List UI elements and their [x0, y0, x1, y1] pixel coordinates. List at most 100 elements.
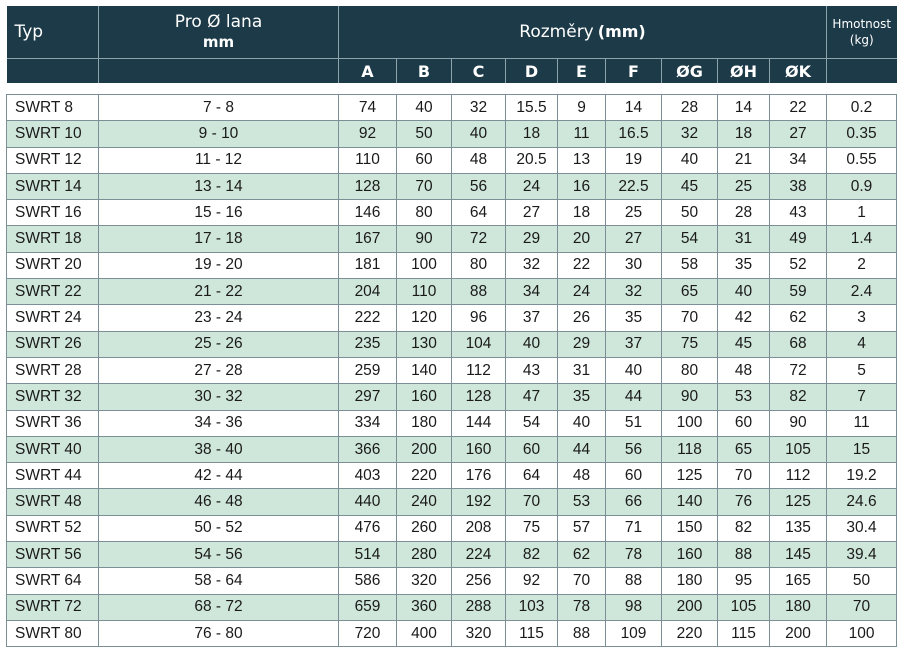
cell-dim-c: 208	[451, 514, 506, 543]
cell-dim-c: 80	[451, 251, 506, 280]
cell-dim-g: 58	[661, 251, 718, 280]
header-dimensions: Rozměry (mm)	[338, 6, 828, 59]
header-row-dims: A B C D E F ØG ØH ØK	[6, 58, 897, 83]
cell-dim-h: 105	[717, 593, 770, 621]
cell-weight: 0.35	[826, 120, 898, 148]
cell-rope-diameter: 21 - 22	[98, 278, 339, 306]
cell-dim-a: 74	[338, 93, 397, 122]
cell-dim-f: 14	[605, 93, 662, 122]
cell-dim-d: 115	[505, 619, 558, 648]
cell-dim-e: 88	[557, 619, 606, 648]
cell-dim-g: 40	[661, 146, 718, 174]
cell-dim-f: 88	[605, 567, 662, 595]
header-dim-b: B	[396, 58, 452, 83]
cell-dim-a: 110	[338, 146, 397, 174]
cell-dim-a: 259	[338, 356, 397, 385]
cell-dim-h: 28	[717, 199, 770, 227]
cell-type: SWRT 48	[6, 488, 99, 516]
cell-rope-diameter: 9 - 10	[98, 120, 339, 148]
table-row: SWRT 14 13 - 14 128 70 56 24 16 22.5 45 25 38 0.9	[6, 172, 898, 201]
cell-dim-k: 49	[768, 225, 828, 253]
cell-dim-d: 18	[505, 120, 558, 148]
header-blank-weight	[826, 58, 897, 83]
cell-dim-f: 56	[605, 435, 662, 464]
cell-dim-g: 100	[661, 409, 718, 437]
header-blank-pro	[98, 58, 339, 83]
cell-dim-c: 96	[451, 304, 506, 332]
cell-dim-b: 200	[396, 435, 452, 464]
cell-dim-f: 40	[605, 356, 662, 385]
cell-dim-k: 82	[768, 383, 828, 411]
cell-dim-f: 78	[605, 541, 662, 569]
cell-dim-k: 200	[768, 619, 828, 648]
cell-rope-diameter: 58 - 64	[98, 567, 339, 595]
cell-dim-d: 29	[505, 225, 558, 253]
cell-dim-h: 40	[717, 278, 770, 306]
cell-rope-diameter: 42 - 44	[98, 462, 339, 490]
cell-rope-diameter: 19 - 20	[98, 251, 339, 280]
cell-dim-b: 70	[396, 172, 452, 201]
cell-dim-h: 31	[717, 225, 770, 253]
cell-dim-a: 146	[338, 199, 397, 227]
cell-dim-b: 110	[396, 278, 452, 306]
cell-dim-c: 192	[451, 488, 506, 516]
cell-dim-f: 30	[605, 251, 662, 280]
cell-dim-f: 37	[605, 330, 662, 358]
cell-rope-diameter: 38 - 40	[98, 435, 339, 464]
cell-dim-b: 60	[396, 146, 452, 174]
cell-dim-b: 90	[396, 225, 452, 253]
cell-dim-g: 180	[661, 567, 718, 595]
cell-dim-h: 53	[717, 383, 770, 411]
cell-type: SWRT 64	[6, 567, 99, 595]
cell-dim-k: 52	[768, 251, 828, 280]
cell-weight: 2.4	[826, 278, 898, 306]
cell-type: SWRT 16	[6, 199, 99, 227]
cell-dim-g: 200	[661, 593, 718, 621]
cell-dim-e: 31	[557, 356, 606, 385]
cell-dim-f: 25	[605, 199, 662, 227]
cell-dim-k: 165	[768, 567, 828, 595]
cell-dim-c: 72	[451, 225, 506, 253]
cell-dim-a: 297	[338, 383, 397, 411]
cell-dim-a: 334	[338, 409, 397, 437]
cell-dim-b: 400	[396, 619, 452, 648]
cell-dim-b: 320	[396, 567, 452, 595]
cell-rope-diameter: 76 - 80	[98, 619, 339, 648]
cell-dim-k: 62	[768, 304, 828, 332]
cell-dim-f: 60	[605, 462, 662, 490]
cell-dim-h: 95	[717, 567, 770, 595]
cell-dim-a: 366	[338, 435, 397, 464]
table-row: SWRT 26 25 - 26 235 130 104 40 29 37 75 45 68 4	[6, 330, 898, 358]
cell-dim-d: 70	[505, 488, 558, 516]
cell-dim-a: 476	[338, 514, 397, 543]
table-row: SWRT 72 68 - 72 659 360 288 103 78 98 200 105 180 7…	[6, 593, 898, 621]
cell-dim-k: 90	[768, 409, 828, 437]
cell-weight: 30.4	[826, 514, 898, 543]
cell-weight: 50	[826, 567, 898, 595]
table-row: SWRT 12 11 - 12 110 60 48 20.5 13 19 40 21 34 0.55	[6, 146, 898, 174]
cell-dim-h: 35	[717, 251, 770, 280]
cell-dim-c: 112	[451, 356, 506, 385]
header-dim-c: C	[451, 58, 506, 83]
cell-dim-g: 80	[661, 356, 718, 385]
header-rope-diameter: Pro Ø lana mm	[98, 6, 339, 59]
header-dim-g: ØG	[661, 58, 718, 83]
cell-weight: 0.9	[826, 172, 898, 201]
cell-dim-k: 27	[768, 120, 828, 148]
cell-dim-d: 47	[505, 383, 558, 411]
cell-dim-e: 18	[557, 199, 606, 227]
cell-type: SWRT 72	[6, 593, 99, 621]
cell-dim-g: 118	[661, 435, 718, 464]
cell-dim-k: 145	[768, 541, 828, 569]
cell-type: SWRT 80	[6, 619, 99, 648]
table-row: SWRT 64 58 - 64 586 320 256 92 70 88 180 95 165 50	[6, 567, 898, 595]
cell-dim-k: 180	[768, 593, 828, 621]
cell-dim-e: 20	[557, 225, 606, 253]
cell-dim-d: 54	[505, 409, 558, 437]
cell-dim-f: 66	[605, 488, 662, 516]
cell-rope-diameter: 23 - 24	[98, 304, 339, 332]
cell-weight: 1	[826, 199, 898, 227]
cell-dim-e: 40	[557, 409, 606, 437]
